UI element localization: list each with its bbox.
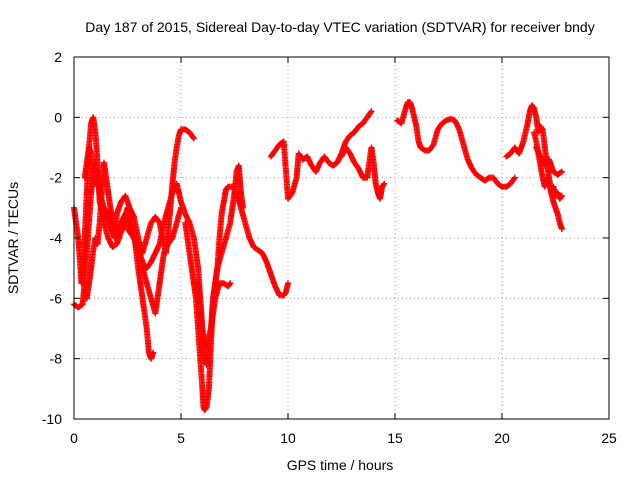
series-s11 bbox=[503, 102, 565, 232]
series-s9 bbox=[338, 144, 388, 202]
data-point bbox=[367, 109, 374, 116]
x-tick-label: 10 bbox=[280, 430, 296, 446]
data-point bbox=[368, 108, 375, 115]
axis-ticks bbox=[73, 56, 610, 420]
y-tick-label: 2 bbox=[54, 49, 62, 65]
y-tick-label: -2 bbox=[50, 170, 63, 186]
data-point bbox=[380, 181, 387, 188]
x-tick-label: 25 bbox=[601, 430, 617, 446]
series-s10 bbox=[394, 99, 518, 190]
data-point bbox=[285, 280, 291, 287]
x-tick-label: 5 bbox=[177, 430, 185, 446]
data-point bbox=[511, 174, 518, 181]
x-axis-label: GPS time / hours bbox=[287, 457, 394, 473]
data-point bbox=[381, 180, 388, 187]
y-tick-label: -6 bbox=[50, 290, 63, 306]
x-tick-label: 15 bbox=[387, 430, 403, 446]
data-point bbox=[558, 168, 565, 175]
data-point bbox=[558, 193, 565, 200]
chart-title: Day 187 of 2015, Sidereal Day-to-day VTE… bbox=[85, 19, 594, 35]
y-axis-label: SDTVAR / TECUs bbox=[5, 182, 21, 294]
data-point bbox=[226, 281, 233, 288]
series-s3 bbox=[83, 159, 157, 362]
y-tick-label: -4 bbox=[50, 230, 63, 246]
data-point bbox=[168, 236, 175, 243]
data-point bbox=[189, 134, 196, 141]
data-point bbox=[288, 190, 295, 197]
data-point bbox=[558, 192, 565, 199]
y-tick-label: 0 bbox=[54, 109, 62, 125]
series-s8 bbox=[267, 108, 375, 202]
data-point bbox=[227, 280, 234, 287]
data-marks bbox=[71, 99, 565, 413]
data-point bbox=[557, 169, 564, 176]
y-tick-label: -10 bbox=[42, 411, 62, 427]
y-tick-label: -8 bbox=[50, 351, 63, 367]
grid bbox=[74, 57, 609, 419]
data-point bbox=[155, 218, 162, 225]
x-tick-label: 20 bbox=[494, 430, 510, 446]
series-s13 bbox=[533, 144, 565, 178]
x-tick-label: 0 bbox=[70, 430, 78, 446]
series-s7 bbox=[233, 189, 291, 299]
data-point bbox=[558, 225, 565, 232]
data-point bbox=[150, 349, 157, 356]
tick-labels: 0 5 10 15 20 25 -10 -8 -6 -4 -2 0 2 bbox=[42, 49, 617, 446]
data-point bbox=[429, 142, 436, 149]
data-point bbox=[510, 175, 517, 182]
data-point bbox=[190, 135, 197, 142]
